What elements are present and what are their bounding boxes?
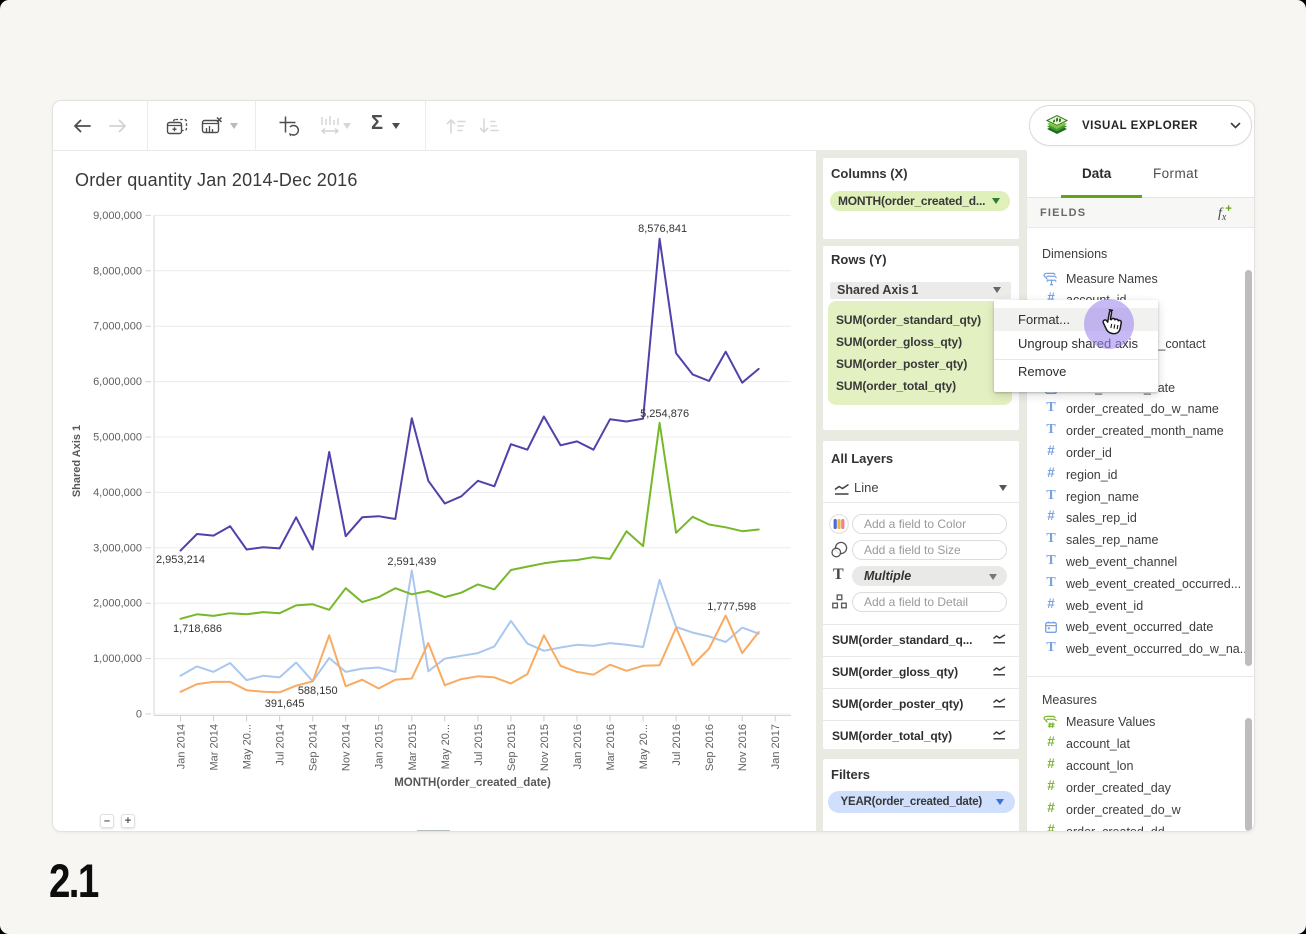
svg-text:Jan 2017: Jan 2017: [770, 724, 782, 769]
svg-text:8,576,841: 8,576,841: [638, 223, 687, 235]
svg-text:Nov 2015: Nov 2015: [539, 724, 551, 771]
svg-text:MONTH(order_created_date): MONTH(order_created_date): [394, 777, 551, 789]
svg-text:May 20...: May 20...: [440, 724, 452, 769]
svg-text:1,000,000: 1,000,000: [93, 653, 142, 665]
svg-text:Sep 2016: Sep 2016: [704, 724, 716, 771]
svg-text:5,254,876: 5,254,876: [640, 408, 689, 420]
svg-text:9,000,000: 9,000,000: [93, 210, 142, 222]
svg-text:Jul 2015: Jul 2015: [473, 724, 485, 766]
svg-text:Jan 2015: Jan 2015: [374, 724, 386, 769]
svg-text:2,953,214: 2,953,214: [156, 554, 205, 566]
svg-text:0: 0: [136, 709, 142, 721]
svg-text:Jul 2016: Jul 2016: [671, 724, 683, 766]
svg-text:Sep 2015: Sep 2015: [506, 724, 518, 771]
svg-text:Mar 2014: Mar 2014: [209, 724, 221, 770]
svg-text:Mar 2015: Mar 2015: [407, 724, 419, 770]
svg-text:May 20...: May 20...: [242, 724, 254, 769]
svg-text:Nov 2016: Nov 2016: [737, 724, 749, 771]
svg-text:Jan 2016: Jan 2016: [572, 724, 584, 769]
svg-text:2,591,439: 2,591,439: [387, 556, 436, 568]
svg-text:391,645: 391,645: [265, 698, 305, 710]
svg-text:2,000,000: 2,000,000: [93, 598, 142, 610]
svg-text:Mar 2016: Mar 2016: [605, 724, 617, 770]
svg-text:8,000,000: 8,000,000: [93, 265, 142, 277]
svg-text:Nov 2014: Nov 2014: [341, 724, 353, 771]
svg-text:4,000,000: 4,000,000: [93, 487, 142, 499]
svg-text:7,000,000: 7,000,000: [93, 321, 142, 333]
svg-text:Jul 2014: Jul 2014: [275, 724, 287, 766]
svg-text:588,150: 588,150: [298, 685, 338, 697]
svg-text:5,000,000: 5,000,000: [93, 432, 142, 444]
svg-text:1,718,686: 1,718,686: [173, 623, 222, 635]
svg-text:6,000,000: 6,000,000: [93, 376, 142, 388]
svg-text:3,000,000: 3,000,000: [93, 542, 142, 554]
svg-text:May 20...: May 20...: [638, 724, 650, 769]
svg-text:Jan 2014: Jan 2014: [176, 724, 188, 769]
svg-text:Sep 2014: Sep 2014: [308, 724, 320, 771]
svg-text:Shared Axis 1: Shared Axis 1: [71, 425, 83, 497]
svg-text:1,777,598: 1,777,598: [707, 601, 756, 613]
